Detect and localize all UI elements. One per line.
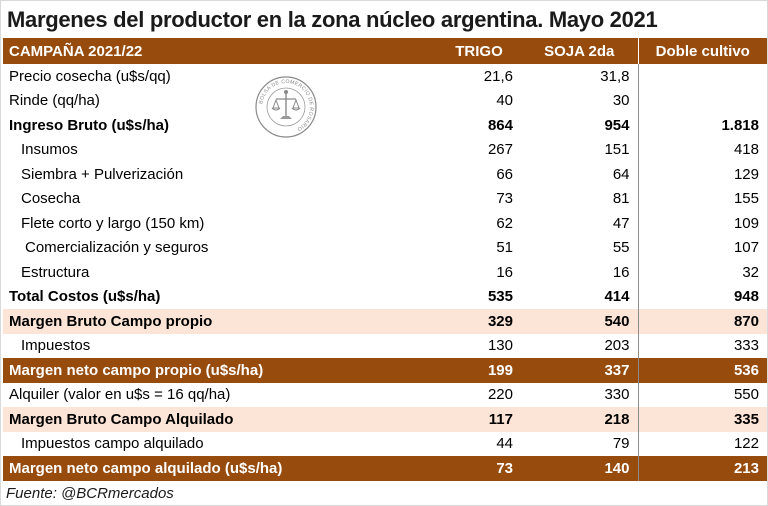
cell-soja: 414: [604, 288, 630, 306]
cell-doble: 550: [637, 382, 767, 407]
cell-doble: 948: [637, 284, 767, 309]
cell-trigo: 267: [487, 141, 513, 159]
row-label: Siembra + Pulverización: [21, 165, 184, 183]
margins-table: CAMPAÑA 2021/22 TRIGO SOJA 2da Doble cul…: [3, 38, 767, 481]
cell-soja: 954: [604, 116, 630, 134]
cell-doble: 418: [637, 137, 767, 162]
cell-trigo: 535: [487, 288, 513, 306]
cell-trigo: 51: [496, 239, 513, 257]
table-row: Margen Bruto Campo propio 329 540 870: [3, 309, 767, 334]
cell-trigo: 220: [487, 386, 513, 404]
header-soja: SOJA 2da: [521, 38, 638, 64]
table-row: Rinde (qq/ha) 40 30: [3, 88, 767, 113]
table-row: Insumos 267 151 418: [3, 137, 767, 162]
cell-soja: 540: [521, 309, 638, 334]
cell-trigo: 21,6: [483, 67, 513, 85]
table-row: Alquiler (valor en u$s = 16 qq/ha) 220 3…: [3, 382, 767, 407]
row-label: Impuestos campo alquilado: [21, 435, 204, 453]
cell-doble: 536: [637, 358, 767, 383]
row-label: Alquiler (valor en u$s = 16 qq/ha): [9, 386, 231, 404]
cell-soja: 218: [521, 407, 638, 432]
cell-trigo: 16: [496, 263, 513, 281]
row-label: Estructura: [21, 263, 90, 281]
cell-soja: 31,8: [600, 67, 630, 85]
table-row: Cosecha 73 81 155: [3, 186, 767, 211]
cell-doble: 335: [637, 407, 767, 432]
table-row: Comercialización y seguros 51 55 107: [3, 235, 767, 260]
cell-trigo: 130: [487, 337, 513, 355]
cell-soja: 203: [604, 337, 630, 355]
cell-trigo: 199: [437, 358, 521, 383]
row-label: Margen Bruto Campo propio: [3, 309, 437, 334]
cell-soja: 140: [521, 456, 638, 481]
cell-doble: [637, 64, 767, 89]
table-row: Precio cosecha (u$s/qq) 21,6 31,8: [3, 64, 767, 89]
header-campaign-label: CAMPAÑA 2021/22: [3, 38, 437, 64]
cell-soja: 330: [604, 386, 630, 404]
table-row: Margen neto campo propio (u$s/ha) 199 33…: [3, 358, 767, 383]
cell-trigo: 73: [496, 190, 513, 208]
cell-soja: 79: [612, 435, 630, 453]
row-label: Flete corto y largo (150 km): [21, 214, 205, 232]
header-trigo: TRIGO: [437, 38, 521, 64]
cell-doble: 109: [637, 211, 767, 236]
cell-trigo: 864: [487, 116, 513, 134]
cell-trigo: 44: [496, 435, 513, 453]
row-label: Comercialización y seguros: [25, 239, 209, 257]
row-label: Total Costos (u$s/ha): [9, 288, 161, 306]
cell-soja: 64: [612, 165, 630, 183]
row-label: Impuestos: [21, 337, 91, 355]
row-label: Insumos: [21, 141, 78, 159]
cell-trigo: 40: [496, 92, 513, 110]
cell-doble: 870: [637, 309, 767, 334]
cell-trigo: 66: [496, 165, 513, 183]
cell-trigo: 329: [437, 309, 521, 334]
header-doble-cultivo: Doble cultivo: [637, 38, 767, 64]
table-row: Margen Bruto Campo Alquilado 117 218 335: [3, 407, 767, 432]
table-row: Estructura 16 16 32: [3, 260, 767, 285]
row-label: Margen Bruto Campo Alquilado: [3, 407, 437, 432]
table-row: Margen neto campo alquilado (u$s/ha) 73 …: [3, 456, 767, 481]
cell-soja: 16: [612, 263, 630, 281]
cell-doble: 32: [637, 260, 767, 285]
source-note: Fuente: @BCRmercados: [6, 485, 174, 502]
table-row: Siembra + Pulverización 66 64 129: [3, 162, 767, 187]
table-row: Impuestos 130 203 333: [3, 333, 767, 358]
row-label: Rinde (qq/ha): [9, 92, 100, 110]
cell-doble: 155: [637, 186, 767, 211]
row-label: Cosecha: [21, 190, 81, 208]
row-label: Precio cosecha (u$s/qq): [9, 67, 171, 85]
cell-soja: 337: [521, 358, 638, 383]
row-label: Margen neto campo alquilado (u$s/ha): [3, 456, 437, 481]
cell-soja: 30: [612, 92, 630, 110]
cell-doble: [637, 88, 767, 113]
cell-doble: 213: [637, 456, 767, 481]
cell-doble: 129: [637, 162, 767, 187]
row-label: Ingreso Bruto (u$s/ha): [9, 116, 170, 134]
cell-trigo: 62: [496, 214, 513, 232]
table-row: Flete corto y largo (150 km) 62 47 109: [3, 211, 767, 236]
cell-trigo: 117: [437, 407, 521, 432]
row-label: Margen neto campo propio (u$s/ha): [3, 358, 437, 383]
bcr-seal-icon: BOLSA DE COMERCIO DE ROSARIO: [255, 76, 317, 138]
cell-doble: 107: [637, 235, 767, 260]
cell-doble: 333: [637, 333, 767, 358]
table-row: Impuestos campo alquilado 44 79 122: [3, 431, 767, 456]
cell-doble: 1.818: [637, 113, 767, 138]
cell-soja: 81: [612, 190, 630, 208]
cell-doble: 122: [637, 431, 767, 456]
table-header-row: CAMPAÑA 2021/22 TRIGO SOJA 2da Doble cul…: [3, 38, 767, 64]
cell-soja: 47: [612, 214, 630, 232]
table-row: Total Costos (u$s/ha) 535 414 948: [3, 284, 767, 309]
cell-soja: 55: [612, 239, 630, 257]
cell-trigo: 73: [437, 456, 521, 481]
table-row: Ingreso Bruto (u$s/ha) 864 954 1.818: [3, 113, 767, 138]
page-title: Margenes del productor en la zona núcleo…: [7, 7, 658, 32]
cell-soja: 151: [604, 141, 630, 159]
